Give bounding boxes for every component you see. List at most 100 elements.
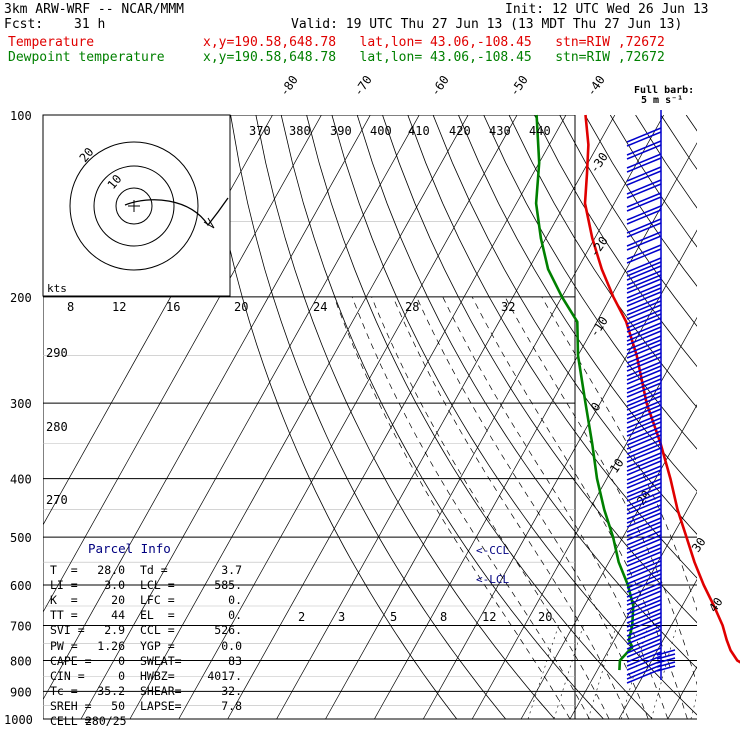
wind-barb (626, 400, 662, 416)
wind-barb (626, 586, 662, 602)
wind-barb (626, 647, 662, 663)
theta-label: 420 (449, 124, 471, 138)
wind-barb (626, 642, 662, 658)
wind-barb (626, 486, 662, 502)
parcel-info-cell: 3.0 (104, 578, 125, 593)
wind-barb (626, 218, 662, 234)
wind-key-line2: 5 m s⁻¹ (641, 95, 684, 106)
isotherm-line (276, 115, 616, 720)
wind-barb (626, 573, 662, 589)
wind-barb (626, 322, 662, 338)
mixing-ratio-label: 8 (440, 610, 447, 624)
isotherm-line (422, 229, 697, 720)
dry-adiabat (204, 115, 458, 720)
wind-barb (626, 460, 662, 476)
parcel-info-cell: TT = (50, 608, 78, 623)
wind-barb (626, 495, 662, 511)
wind-barb (626, 456, 662, 472)
wind-barb (626, 447, 662, 463)
mixing-ratio-label: 20 (538, 610, 552, 624)
dry-adiabat (584, 115, 697, 287)
pressure-tick-label: 500 (10, 531, 32, 545)
wind-barb (626, 209, 662, 225)
moist-adiabat (416, 296, 649, 720)
moist-adiabat (392, 296, 630, 720)
parcel-info-cell: 83 (228, 653, 242, 668)
isotherm-label: 10 (607, 456, 627, 476)
wind-barb (626, 668, 662, 684)
wind-barb (626, 291, 662, 307)
moist-adiabat (471, 296, 688, 720)
wind-barb (626, 543, 662, 559)
wind-barb (626, 621, 662, 637)
parcel-info-cell: 7.8 (221, 698, 242, 713)
isotherm-label: 40 (706, 595, 726, 615)
wind-barb (626, 603, 662, 619)
theta-label: 370 (249, 124, 271, 138)
wind-barb (626, 274, 662, 290)
wind-barb (626, 664, 662, 680)
dry-adiabat (685, 115, 697, 132)
upper-row-label: 32 (501, 300, 515, 314)
wind-barb (626, 521, 662, 537)
isotherm-line (43, 115, 371, 701)
dry-adiabat (382, 115, 697, 624)
parcel-info-cell: 4017. (207, 668, 242, 683)
wind-barb (626, 278, 662, 294)
parcel-info-cell: 280/25 (85, 714, 127, 728)
dry-adiabat (483, 115, 697, 450)
upper-row-label: 20 (234, 300, 248, 314)
isotherm-line (471, 316, 697, 720)
wind-barb (626, 564, 662, 580)
isotherm-label: -80 (277, 73, 301, 99)
wind-barb (626, 352, 662, 368)
wind-barb-surface (656, 653, 676, 660)
wind-barb (626, 551, 662, 567)
dry-adiabat (660, 115, 697, 170)
hodograph-arrow (203, 217, 215, 229)
wind-barb (626, 317, 662, 333)
wind-barb (626, 304, 662, 320)
wind-barb (626, 339, 662, 355)
isotherm-line (520, 404, 697, 720)
wind-barb (626, 590, 662, 606)
wind-barb (626, 369, 662, 385)
parcel-info-cell: 2.9 (104, 623, 125, 638)
parcel-info-cell: CELL = (50, 714, 92, 728)
wind-barb (626, 443, 662, 459)
wind-barb (626, 361, 662, 377)
wind-barb (626, 387, 662, 403)
isotherm-line (667, 666, 697, 720)
upper-row-label: 12 (112, 300, 126, 314)
parcel-info-cell: HWBZ= (140, 668, 175, 683)
wind-barb (626, 608, 662, 624)
dry-adiabat (458, 115, 697, 492)
wind-barb (626, 599, 662, 615)
parcel-info-cell: 0. (228, 608, 242, 623)
parcel-info-title: Parcel Info (88, 541, 171, 556)
wind-barb (626, 629, 662, 645)
wind-barb (626, 595, 662, 611)
wind-barb (626, 478, 662, 494)
wind-barb (626, 261, 662, 277)
parcel-info-cell: 3.7 (221, 563, 242, 577)
wind-barb (626, 166, 662, 182)
wind-barb (626, 296, 662, 312)
parcel-info-cell: PW = (50, 638, 78, 653)
mixing-ratio-label: 5 (390, 610, 397, 624)
isotherm-line (227, 115, 567, 720)
wind-barb (626, 452, 662, 468)
moist-adiabat (541, 296, 697, 612)
wind-barb (626, 660, 662, 676)
parcel-info-cell: 585. (214, 578, 242, 593)
wind-key-line1: Full barb: (634, 85, 695, 96)
dry-adiabat (712, 115, 740, 719)
wind-barb (626, 512, 662, 528)
mixing-ratio-line (690, 693, 697, 720)
dry-adiabat (534, 115, 697, 368)
theta-label: 400 (370, 124, 392, 138)
parcel-info-cell: CAPE = (50, 653, 92, 668)
ccl-marker: <-CCL (476, 544, 510, 557)
